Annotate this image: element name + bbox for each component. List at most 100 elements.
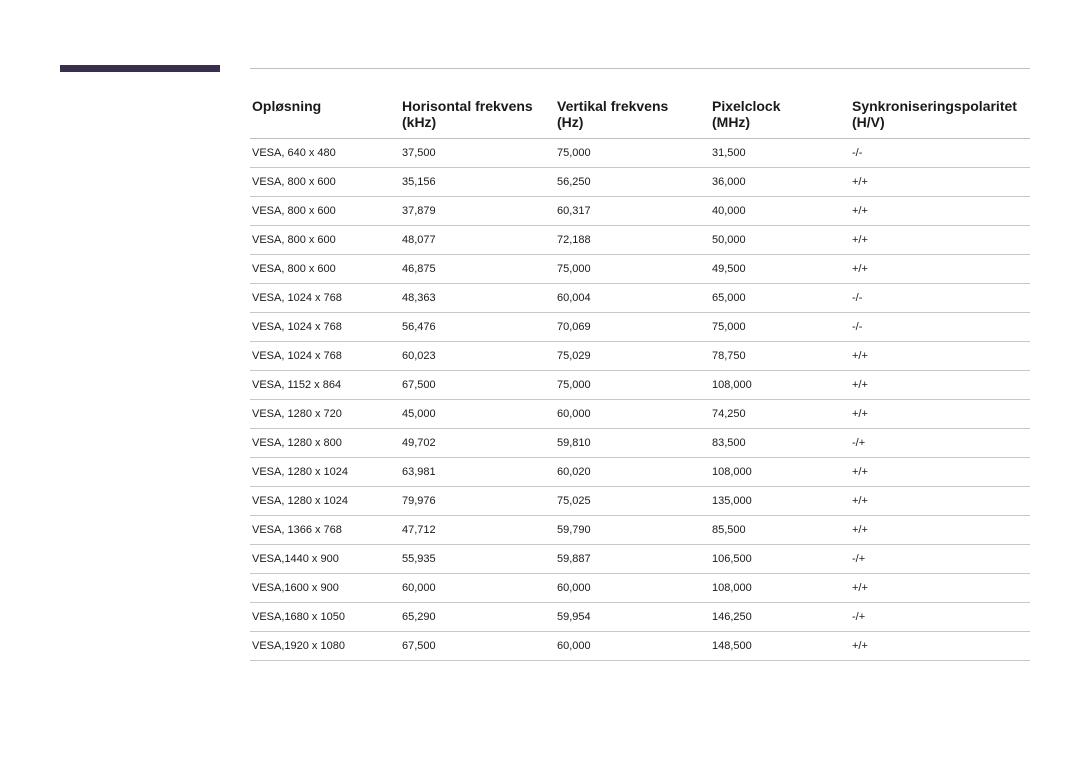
col-label: Opløsning — [252, 98, 321, 114]
table-cell: 106,500 — [710, 545, 850, 574]
table-cell: +/+ — [850, 632, 1030, 661]
table-cell: VESA,1600 x 900 — [250, 574, 400, 603]
table-cell: VESA,1440 x 900 — [250, 545, 400, 574]
table-cell: +/+ — [850, 516, 1030, 545]
table-header: Opløsning Horisontal frekvens (kHz) Vert… — [250, 92, 1030, 139]
table-cell: -/+ — [850, 545, 1030, 574]
table-cell: 36,000 — [710, 168, 850, 197]
table-cell: 45,000 — [400, 400, 555, 429]
table-cell: +/+ — [850, 168, 1030, 197]
table-cell: 60,000 — [555, 400, 710, 429]
table-cell: +/+ — [850, 574, 1030, 603]
table-cell: 75,000 — [710, 313, 850, 342]
table-cell: VESA, 1280 x 800 — [250, 429, 400, 458]
table-cell: +/+ — [850, 487, 1030, 516]
table-cell: 75,000 — [555, 139, 710, 168]
table-cell: 46,875 — [400, 255, 555, 284]
table-row: VESA,1440 x 90055,93559,887106,500-/+ — [250, 545, 1030, 574]
table-cell: 55,935 — [400, 545, 555, 574]
table-row: VESA, 800 x 60048,07772,18850,000+/+ — [250, 226, 1030, 255]
table-row: VESA, 800 x 60046,87575,00049,500+/+ — [250, 255, 1030, 284]
table-cell: 75,000 — [555, 371, 710, 400]
table-cell: VESA, 1366 x 768 — [250, 516, 400, 545]
table-cell: 37,500 — [400, 139, 555, 168]
col-hfreq: Horisontal frekvens (kHz) — [400, 92, 555, 139]
table-cell: 56,476 — [400, 313, 555, 342]
table-cell: 60,317 — [555, 197, 710, 226]
table-cell: -/- — [850, 284, 1030, 313]
table-cell: VESA, 1024 x 768 — [250, 342, 400, 371]
table-cell: VESA, 1280 x 720 — [250, 400, 400, 429]
table-cell: 65,290 — [400, 603, 555, 632]
table-cell: +/+ — [850, 342, 1030, 371]
table-cell: +/+ — [850, 458, 1030, 487]
table-cell: 67,500 — [400, 632, 555, 661]
table-cell: +/+ — [850, 197, 1030, 226]
col-label: Pixelclock — [712, 98, 781, 114]
table-cell: 75,029 — [555, 342, 710, 371]
table-cell: 59,887 — [555, 545, 710, 574]
table-body: VESA, 640 x 48037,50075,00031,500-/-VESA… — [250, 139, 1030, 661]
table-cell: 48,363 — [400, 284, 555, 313]
table-cell: 74,250 — [710, 400, 850, 429]
table-cell: 65,000 — [710, 284, 850, 313]
table-cell: 60,004 — [555, 284, 710, 313]
table-cell: 59,954 — [555, 603, 710, 632]
table-cell: 59,810 — [555, 429, 710, 458]
table-cell: 47,712 — [400, 516, 555, 545]
table-cell: 70,069 — [555, 313, 710, 342]
table-cell: 48,077 — [400, 226, 555, 255]
col-unit: (MHz) — [712, 114, 846, 130]
table-cell: 146,250 — [710, 603, 850, 632]
col-syncpol: Synkroniseringspolaritet (H/V) — [850, 92, 1030, 139]
table-cell: +/+ — [850, 255, 1030, 284]
table-cell: 49,500 — [710, 255, 850, 284]
table-header-row: Opløsning Horisontal frekvens (kHz) Vert… — [250, 92, 1030, 139]
table-cell: +/+ — [850, 226, 1030, 255]
table-cell: 79,976 — [400, 487, 555, 516]
table-cell: 67,500 — [400, 371, 555, 400]
table-cell: 56,250 — [555, 168, 710, 197]
table-row: VESA, 1024 x 76856,47670,06975,000-/- — [250, 313, 1030, 342]
page: Opløsning Horisontal frekvens (kHz) Vert… — [0, 0, 1080, 763]
display-modes-table: Opløsning Horisontal frekvens (kHz) Vert… — [250, 92, 1030, 661]
table-cell: VESA,1680 x 1050 — [250, 603, 400, 632]
table-row: VESA, 1024 x 76860,02375,02978,750+/+ — [250, 342, 1030, 371]
table-cell: 75,025 — [555, 487, 710, 516]
table-cell: 63,981 — [400, 458, 555, 487]
table-row: VESA, 1280 x 80049,70259,81083,500-/+ — [250, 429, 1030, 458]
table-cell: 50,000 — [710, 226, 850, 255]
table-cell: 40,000 — [710, 197, 850, 226]
table-cell: 72,188 — [555, 226, 710, 255]
table-row: VESA, 1366 x 76847,71259,79085,500+/+ — [250, 516, 1030, 545]
section-accent-bar — [60, 65, 220, 72]
table-cell: -/+ — [850, 603, 1030, 632]
header-rule — [250, 68, 1030, 69]
col-label: Horisontal frekvens — [402, 98, 533, 114]
table-cell: 83,500 — [710, 429, 850, 458]
table-row: VESA, 1280 x 72045,00060,00074,250+/+ — [250, 400, 1030, 429]
table-cell: 49,702 — [400, 429, 555, 458]
table-row: VESA, 1152 x 86467,50075,000108,000+/+ — [250, 371, 1030, 400]
table-cell: 60,020 — [555, 458, 710, 487]
table-row: VESA, 1280 x 102479,97675,025135,000+/+ — [250, 487, 1030, 516]
table-cell: +/+ — [850, 371, 1030, 400]
table-cell: 85,500 — [710, 516, 850, 545]
table-cell: 31,500 — [710, 139, 850, 168]
table-row: VESA,1600 x 90060,00060,000108,000+/+ — [250, 574, 1030, 603]
table-cell: 60,000 — [555, 632, 710, 661]
table-cell: VESA, 1152 x 864 — [250, 371, 400, 400]
table-cell: 75,000 — [555, 255, 710, 284]
table-cell: 135,000 — [710, 487, 850, 516]
table-cell: 60,000 — [400, 574, 555, 603]
col-pixelclock: Pixelclock (MHz) — [710, 92, 850, 139]
table-cell: 108,000 — [710, 371, 850, 400]
table-cell: 37,879 — [400, 197, 555, 226]
table-cell: 60,023 — [400, 342, 555, 371]
table-row: VESA, 800 x 60035,15656,25036,000+/+ — [250, 168, 1030, 197]
col-unit: (kHz) — [402, 114, 551, 130]
table-cell: 35,156 — [400, 168, 555, 197]
table-row: VESA, 800 x 60037,87960,31740,000+/+ — [250, 197, 1030, 226]
table-row: VESA,1920 x 108067,50060,000148,500+/+ — [250, 632, 1030, 661]
table-cell: VESA, 800 x 600 — [250, 255, 400, 284]
